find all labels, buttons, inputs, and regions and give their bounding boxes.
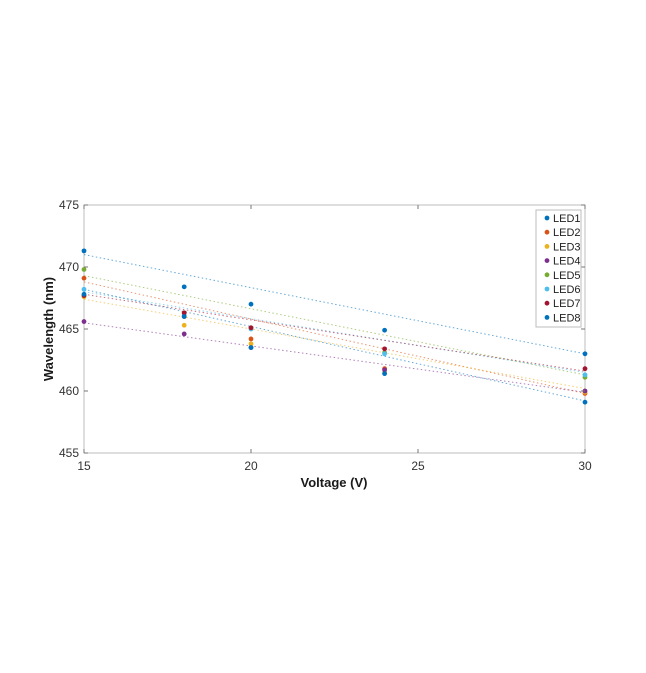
led2-trend-line xyxy=(83,281,586,394)
led8-point xyxy=(248,345,254,350)
led1-trend-line xyxy=(83,254,586,355)
led3-point xyxy=(248,341,254,347)
led5-legend-label: LED5 xyxy=(553,270,581,282)
data-points xyxy=(81,248,588,405)
x-axis-title: Voltage (V) xyxy=(301,475,368,490)
led8-point xyxy=(81,291,87,297)
y-tick-label: 460 xyxy=(59,384,79,398)
x-tick-label: 25 xyxy=(411,459,425,473)
legend: LED1 LED2 LED3 LED4 LED5 LED6 LED7 LED8 xyxy=(535,209,582,328)
led5-legend-marker xyxy=(544,272,550,278)
led8-point xyxy=(382,371,387,377)
led2-point xyxy=(248,336,254,342)
led6-trend-line xyxy=(83,291,586,373)
led1-point xyxy=(81,248,87,254)
led7-point xyxy=(248,325,254,331)
x-tick-label: 15 xyxy=(77,459,91,473)
y-tick-label: 475 xyxy=(59,198,79,212)
led4-legend-label: LED4 xyxy=(553,256,581,268)
led3-legend-marker xyxy=(544,244,550,249)
led7-point xyxy=(382,346,387,352)
led6-legend-marker xyxy=(544,286,550,292)
y-tick-label: 455 xyxy=(59,446,79,460)
led4-point xyxy=(382,367,387,373)
led7-legend-label: LED7 xyxy=(553,298,581,310)
x-tick-label: 30 xyxy=(578,459,592,473)
y-tick-label: 465 xyxy=(59,322,79,336)
led3-trend-line xyxy=(83,298,586,390)
led1-point xyxy=(181,284,187,290)
led4-point xyxy=(81,319,87,324)
plot-area xyxy=(83,204,586,454)
led4-point xyxy=(181,331,187,337)
led8-point xyxy=(582,399,588,405)
x-tick-label: 20 xyxy=(244,459,258,473)
led1-legend-marker xyxy=(544,215,550,221)
led5-trend-line xyxy=(83,275,586,376)
led7-trend-line xyxy=(83,293,586,372)
led7-point xyxy=(181,310,187,316)
led7-legend-marker xyxy=(544,300,550,306)
led2-legend-label: LED2 xyxy=(553,227,581,239)
y-tick-label: 470 xyxy=(59,260,79,274)
led8-point xyxy=(181,314,187,319)
led6-legend-label: LED6 xyxy=(553,284,581,296)
led1-point xyxy=(248,301,254,307)
led8-legend-label: LED8 xyxy=(553,312,581,324)
led1-point xyxy=(582,351,588,357)
led3-legend-label: LED3 xyxy=(553,241,581,253)
led4-legend-marker xyxy=(544,258,550,263)
led1-point xyxy=(382,327,387,333)
led1-legend-label: LED1 xyxy=(553,213,581,225)
trend-lines xyxy=(83,254,586,402)
led6-point xyxy=(382,351,387,357)
led6-point xyxy=(81,286,87,292)
led7-point xyxy=(582,366,588,372)
led2-legend-marker xyxy=(544,229,550,235)
y-axis-title: Wavelength (nm) xyxy=(41,277,56,381)
led5-point xyxy=(81,267,87,272)
y-axis: 455 460 465 470 475 xyxy=(59,198,585,460)
led8-trend-line xyxy=(83,288,586,402)
led8-legend-marker xyxy=(544,315,550,320)
led3-point xyxy=(181,322,187,328)
led6-point xyxy=(582,372,588,378)
legend-box xyxy=(535,209,582,328)
x-axis: 15 20 25 30 xyxy=(77,205,592,473)
led4-trend-line xyxy=(83,322,586,393)
led2-point xyxy=(81,275,87,281)
